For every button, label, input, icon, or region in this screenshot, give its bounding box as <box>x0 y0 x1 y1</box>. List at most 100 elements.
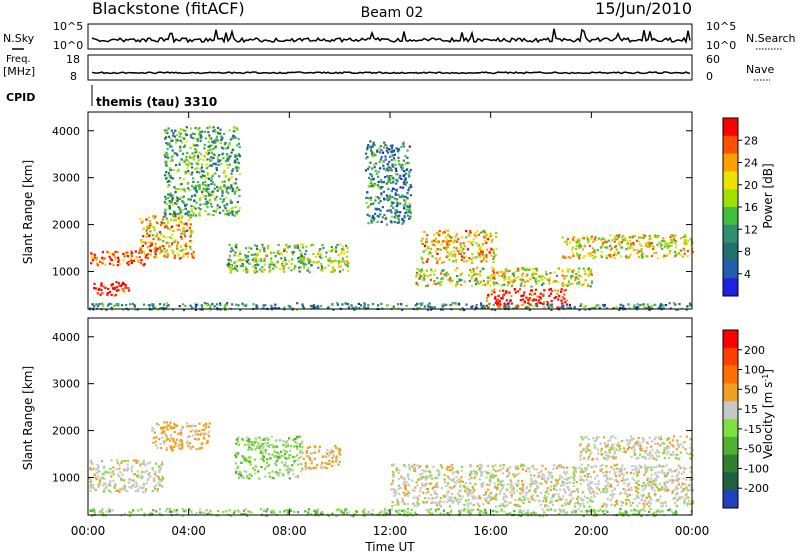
velocity-cell <box>197 433 199 435</box>
velocity-cell <box>172 449 174 451</box>
velocity-cell <box>266 437 268 439</box>
power-cell <box>153 227 155 229</box>
power-cell <box>649 238 651 240</box>
power-cell <box>421 240 423 242</box>
power-cell <box>179 229 181 231</box>
power-cell <box>548 289 550 291</box>
power-cell <box>577 238 579 240</box>
power-cell <box>594 252 596 254</box>
colorbar-segment <box>723 189 738 207</box>
velocity-cell <box>192 446 194 448</box>
power-cell <box>663 240 665 242</box>
power-cell <box>536 269 538 271</box>
power-cell <box>562 285 564 287</box>
power-cell <box>490 279 492 281</box>
velocity-cell <box>260 466 262 468</box>
power-cell <box>378 147 380 149</box>
velocity-cell <box>161 437 163 439</box>
power-cell <box>165 236 167 238</box>
power-cell <box>347 303 349 305</box>
power-cell <box>215 210 217 212</box>
velocity-cell <box>621 464 623 466</box>
velocity-cell <box>110 491 112 493</box>
power-cell <box>124 255 126 257</box>
velocity-cell <box>413 497 415 499</box>
power-cell <box>385 218 387 220</box>
power-cell <box>468 274 470 276</box>
velocity-cell <box>635 471 637 473</box>
velocity-cell <box>429 474 431 476</box>
velocity-cell <box>98 470 100 472</box>
velocity-cell <box>662 505 664 507</box>
power-cell <box>433 274 435 276</box>
power-cell <box>204 302 206 304</box>
power-cell <box>245 247 247 249</box>
power-cell <box>172 216 174 218</box>
power-cell <box>557 290 559 292</box>
power-cell <box>375 196 377 198</box>
velocity-cell <box>306 450 308 452</box>
velocity-cell <box>508 501 510 503</box>
power-cell <box>208 146 210 148</box>
power-cell <box>171 242 173 244</box>
velocity-cell <box>275 464 277 466</box>
power-cell <box>219 212 221 214</box>
velocity-cell <box>537 476 539 478</box>
power-cell <box>183 130 185 132</box>
velocity-cell <box>208 426 210 428</box>
velocity-cell <box>417 497 419 499</box>
velocity-cell <box>264 476 266 478</box>
power-cell <box>202 183 204 185</box>
power-cell <box>328 264 330 266</box>
power-cell <box>455 236 457 238</box>
nave-label: Nave <box>746 63 774 76</box>
power-cell <box>182 303 184 305</box>
power-cell <box>421 268 423 270</box>
power-cell <box>192 177 194 179</box>
power-cell <box>397 194 399 196</box>
power-cell <box>670 245 672 247</box>
power-cell <box>576 282 578 284</box>
power-cell <box>377 176 379 178</box>
velocity-cell <box>510 487 512 489</box>
power-cell <box>204 181 206 183</box>
velocity-cell <box>551 497 553 499</box>
power-cell <box>468 235 470 237</box>
velocity-cell <box>460 490 462 492</box>
power-cell <box>544 277 546 279</box>
velocity-cell <box>623 482 625 484</box>
power-cell <box>426 270 428 272</box>
power-cell <box>482 284 484 286</box>
beam-label: Beam 02 <box>361 5 424 21</box>
velocity-cell <box>523 502 525 504</box>
power-cell <box>184 190 186 192</box>
power-cell <box>443 303 445 305</box>
power-cell <box>370 199 372 201</box>
power-cell <box>410 169 412 171</box>
power-cell <box>107 292 109 294</box>
velocity-cell <box>109 468 111 470</box>
power-cell <box>369 162 371 164</box>
power-cell <box>238 210 240 212</box>
power-cell <box>368 166 370 168</box>
power-cell <box>183 146 185 148</box>
velocity-cell <box>449 486 451 488</box>
velocity-cell <box>403 492 405 494</box>
power-cell <box>514 288 516 290</box>
velocity-cell <box>614 464 616 466</box>
velocity-cell <box>664 501 666 503</box>
velocity-cell <box>441 487 443 489</box>
power-cell <box>210 149 212 151</box>
velocity-cell <box>121 474 123 476</box>
power-cell <box>442 270 444 272</box>
velocity-cell <box>198 438 200 440</box>
power-cell <box>475 278 477 280</box>
velocity-cell <box>638 496 640 498</box>
power-cell <box>483 230 485 232</box>
power-cell <box>224 187 226 189</box>
velocity-cell <box>398 485 400 487</box>
power-cell <box>463 252 465 254</box>
power-cell <box>307 269 309 271</box>
velocity-cell <box>94 474 96 476</box>
power-cell <box>199 188 201 190</box>
